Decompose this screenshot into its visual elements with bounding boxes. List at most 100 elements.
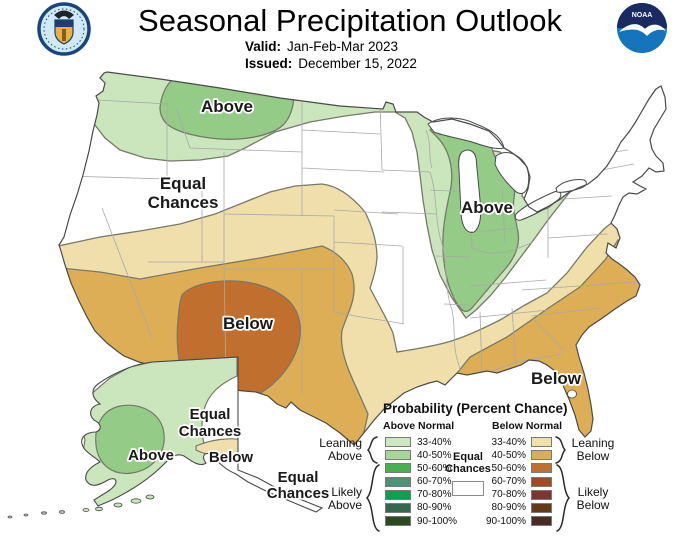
lake-michigan bbox=[458, 149, 482, 233]
range-label: 60-70% bbox=[491, 476, 526, 488]
page-title: Seasonal Precipitation Outlook bbox=[138, 3, 562, 38]
label-ak-above: Above bbox=[128, 447, 174, 464]
swatch-above-40-50 bbox=[385, 450, 411, 461]
legend-equal-line2: Chances bbox=[445, 463, 491, 475]
legend-below-row: 90-100% bbox=[480, 515, 552, 527]
noaa-logo: NOAA bbox=[616, 2, 668, 59]
brace-leaning-above bbox=[366, 436, 378, 464]
legend-below-row: 50-60% bbox=[480, 462, 552, 474]
range-label: 90-100% bbox=[485, 515, 526, 527]
range-label: 40-50% bbox=[417, 449, 452, 461]
likely-below-line2: Below bbox=[576, 498, 610, 512]
swatch-above-50-60 bbox=[385, 463, 411, 474]
legend-equal-line1: Equal bbox=[453, 451, 483, 463]
range-label: 40-50% bbox=[491, 449, 526, 461]
label-below-southeast: Below bbox=[531, 369, 582, 388]
brace-likely-below bbox=[556, 464, 570, 532]
brace-likely-above bbox=[366, 464, 380, 532]
dept-of-commerce-seal bbox=[37, 2, 91, 61]
brace-leaning-below bbox=[555, 436, 567, 464]
legend-title: Probability (Percent Chance) bbox=[383, 401, 568, 416]
legend-equal-chances: Equal Chances bbox=[444, 451, 492, 496]
leaning-below-line1: Leaning bbox=[571, 436, 615, 450]
range-label: 70-80% bbox=[417, 489, 452, 501]
legend-likely-below: Likely Below bbox=[572, 486, 614, 512]
swatch-below-50-60 bbox=[531, 463, 552, 474]
label-ak-panhandle-equal-line1: Equal bbox=[278, 469, 319, 486]
issued-line: Issued: December 15, 2022 bbox=[245, 55, 417, 72]
swatch-below-90-100 bbox=[531, 516, 552, 527]
noaa-logo-text: NOAA bbox=[632, 12, 653, 19]
label-above-ohio-valley: Above bbox=[461, 198, 513, 217]
legend-above-row: 90-100% bbox=[385, 515, 458, 527]
lake-okeechobee bbox=[567, 389, 577, 399]
swatch-below-60-70 bbox=[531, 476, 552, 487]
valid-value: Jan-Feb-Mar 2023 bbox=[287, 39, 399, 54]
legend-likely-above: Likely Above bbox=[302, 486, 362, 512]
swatch-above-60-70 bbox=[385, 476, 411, 487]
legend-braces bbox=[366, 436, 570, 532]
swatch-above-80-90 bbox=[385, 502, 411, 513]
legend-above-row: 33-40% bbox=[385, 436, 457, 448]
legend-below-column: 33-40% 40-50% 50-60% 60-70% 70-80% 80-90… bbox=[480, 436, 552, 527]
range-label: 50-60% bbox=[417, 462, 452, 474]
label-equal-chances-west-line1: Equal bbox=[160, 174, 206, 193]
swatch-below-80-90 bbox=[531, 502, 552, 513]
swatch-above-33-40 bbox=[385, 437, 411, 447]
legend-leaning-below: Leaning Below bbox=[570, 437, 616, 463]
range-label: 80-90% bbox=[491, 502, 526, 514]
swatch-equal-chances bbox=[452, 481, 484, 496]
legend-below-row: 60-70% bbox=[480, 476, 552, 488]
legend-below-row: 40-50% bbox=[480, 449, 552, 461]
leaning-above-line1: Leaning bbox=[319, 436, 362, 450]
legend-above-column: 33-40% 40-50% 50-60% 60-70% 70-80% 80-90… bbox=[385, 436, 458, 527]
swatch-above-70-80 bbox=[385, 489, 411, 500]
legend-below-row: 70-80% bbox=[480, 489, 552, 501]
legend-above-header: Above Normal bbox=[383, 420, 455, 432]
range-label: 50-60% bbox=[491, 462, 526, 474]
label-ak-equal-line2: Chances bbox=[179, 423, 242, 440]
label-below-southwest: Below bbox=[223, 314, 274, 333]
leaning-below-line2: Below bbox=[576, 449, 610, 463]
lake-erie bbox=[514, 191, 562, 221]
label-ak-below: Below bbox=[209, 449, 254, 466]
range-label: 60-70% bbox=[417, 476, 452, 488]
range-label: 33-40% bbox=[417, 436, 452, 448]
doc-seal-icon bbox=[37, 2, 91, 56]
validity-block: Valid: Jan-Feb-Mar 2023 Issued: December 1… bbox=[245, 38, 417, 72]
legend-below-row: 80-90% bbox=[480, 502, 552, 514]
legend-below-row: 33-40% bbox=[480, 436, 552, 448]
legend-above-row: 70-80% bbox=[385, 489, 457, 501]
legend-above-row: 80-90% bbox=[385, 502, 457, 514]
legend-above-row: 60-70% bbox=[385, 476, 457, 488]
issued-label: Issued: bbox=[245, 56, 293, 71]
state-borders bbox=[65, 99, 637, 394]
valid-label: Valid: bbox=[245, 39, 282, 54]
swatch-below-33-40 bbox=[531, 437, 552, 447]
leaning-above-line2: Above bbox=[327, 449, 362, 463]
noaa-logo-icon: NOAA bbox=[617, 3, 667, 53]
likely-below-line1: Likely bbox=[577, 485, 609, 499]
alaska-outline bbox=[81, 356, 324, 513]
label-ak-panhandle-equal-line2: Chances bbox=[267, 485, 330, 502]
range-label: 70-80% bbox=[491, 489, 526, 501]
label-above-northwest: Above bbox=[201, 97, 253, 116]
legend-above-row: 40-50% bbox=[385, 449, 457, 461]
issued-value: December 15, 2022 bbox=[298, 56, 417, 71]
legend-below-header: Below Normal bbox=[492, 420, 563, 432]
swatch-below-70-80 bbox=[531, 489, 552, 500]
label-equal-chances-west-line2: Chances bbox=[148, 193, 219, 212]
label-ak-equal-line1: Equal bbox=[190, 406, 231, 423]
legend-above-row: 50-60% bbox=[385, 462, 457, 474]
swatch-below-40-50 bbox=[531, 450, 552, 461]
range-label: 80-90% bbox=[417, 502, 452, 514]
likely-above-line1: Likely bbox=[331, 485, 362, 499]
great-lakes bbox=[427, 117, 587, 233]
likely-above-line2: Above bbox=[327, 498, 362, 512]
legend-leaning-above: Leaning Above bbox=[302, 437, 362, 463]
range-label: 90-100% bbox=[417, 515, 458, 527]
range-label: 33-40% bbox=[491, 436, 526, 448]
swatch-above-90-100 bbox=[385, 516, 411, 527]
